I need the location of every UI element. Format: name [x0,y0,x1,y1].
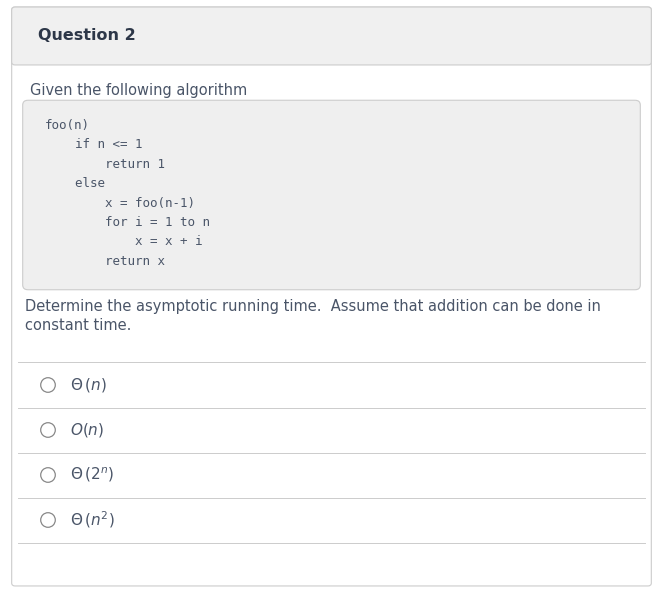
Text: Determine the asymptotic running time.  Assume that addition can be done in: Determine the asymptotic running time. A… [25,299,601,314]
Text: return 1: return 1 [45,158,165,171]
Text: else: else [45,177,105,190]
FancyBboxPatch shape [23,100,640,290]
Text: Given the following algorithm: Given the following algorithm [30,82,247,97]
Text: if n <= 1: if n <= 1 [45,138,143,151]
Text: foo(n): foo(n) [45,119,90,132]
Text: Question 2: Question 2 [38,28,136,43]
Text: $\Theta\,(2^n)$: $\Theta\,(2^n)$ [70,466,114,484]
Text: $\Theta\,(n)$: $\Theta\,(n)$ [70,376,107,394]
FancyBboxPatch shape [12,7,651,65]
Text: return x: return x [45,255,165,268]
FancyBboxPatch shape [12,7,651,586]
Text: x = foo(n-1): x = foo(n-1) [45,196,195,209]
Text: x = x + i: x = x + i [45,235,202,248]
Text: $O(n)$: $O(n)$ [70,421,104,439]
Text: constant time.: constant time. [25,318,131,333]
Text: for i = 1 to n: for i = 1 to n [45,216,210,229]
Text: $\Theta\,(n^2)$: $\Theta\,(n^2)$ [70,509,115,530]
